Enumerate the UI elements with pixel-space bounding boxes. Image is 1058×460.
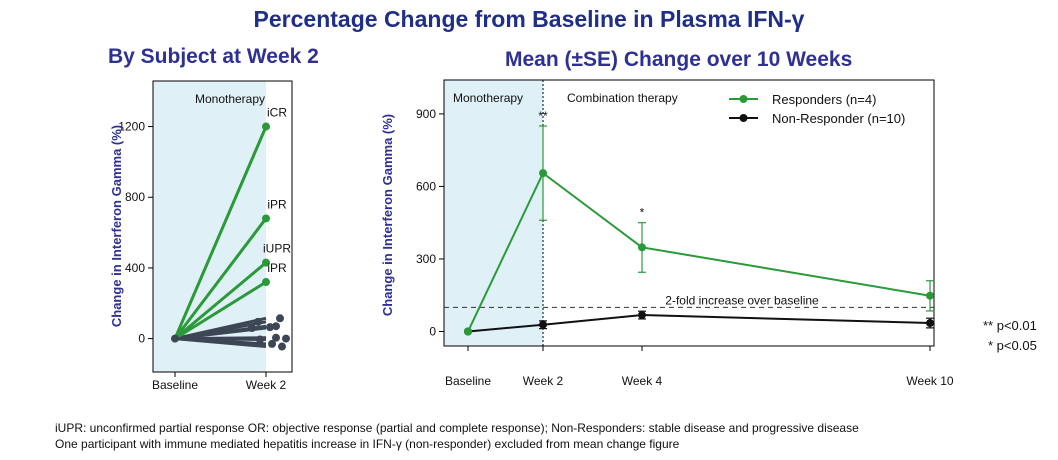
legend-swatch-point	[739, 95, 748, 103]
responder-line	[173, 217, 268, 340]
page-title: Percentage Change from Baseline in Plasm…	[253, 6, 805, 32]
combination-label: Combination therapy	[567, 91, 678, 105]
non-responder-point	[926, 319, 934, 328]
left-chart: Monotherapy 0 400 800 1200 Baseline Week 2 Chan…	[109, 80, 293, 392]
y-tick-label: 800	[125, 190, 145, 204]
y-tick-label: 0	[429, 325, 436, 339]
non-responder-line	[174, 337, 267, 349]
footnote-2: One participant with immune mediated hep…	[55, 437, 680, 451]
non-responder-point	[278, 342, 286, 351]
y-tick-label: 900	[416, 107, 436, 121]
responder-series-line	[467, 171, 931, 332]
responder-point	[262, 258, 270, 267]
x-tick-label: Week 2	[246, 378, 287, 392]
responder-line	[174, 261, 267, 340]
response-label: iUPR	[263, 242, 291, 256]
footnote-1: iUPR: unconfirmed partial response OR: o…	[55, 421, 859, 435]
responder-point	[638, 243, 646, 252]
y-axis-label: Change in Interferon Gamma (%)	[380, 114, 395, 316]
x-tick-label: Week 4	[622, 374, 663, 388]
responder-point	[464, 327, 472, 336]
x-tick-label: Week 2	[523, 374, 564, 388]
responder-line	[174, 280, 267, 340]
sig-legend-double: ** p<0.01	[983, 318, 1037, 333]
right-chart: Monotherapy Combination therapy 0 300 600 900…	[380, 79, 954, 388]
non-responder-point	[272, 333, 280, 342]
responder-point	[262, 214, 270, 223]
baseline-point	[171, 334, 179, 343]
non-responder-point	[539, 320, 547, 329]
left-chart-title: By Subject at Week 2	[108, 45, 319, 68]
monotherapy-band	[444, 80, 543, 346]
y-tick-label: 400	[125, 261, 145, 275]
responder-point	[926, 291, 934, 300]
y-tick-label: 600	[416, 179, 436, 193]
legend-label: Non-Responder (n=10)	[772, 111, 905, 126]
responder-point	[262, 278, 270, 287]
non-responder-point	[248, 323, 256, 332]
x-tick-label: Baseline	[445, 374, 491, 388]
non-responder-point	[282, 334, 290, 343]
responder-line	[173, 125, 268, 340]
sig-legend-single: * p<0.05	[988, 338, 1037, 353]
legend-label: Responders (n=4)	[772, 92, 876, 107]
plot-frame	[443, 79, 935, 347]
legend-swatch-point	[739, 114, 748, 122]
non-responder-point	[272, 322, 280, 331]
responder-point	[539, 169, 547, 178]
y-tick-label: 1200	[118, 120, 145, 134]
non-responder-point	[268, 339, 276, 348]
x-tick-label: Baseline	[152, 378, 198, 392]
y-tick-label: 0	[138, 332, 145, 346]
significance-marker: **	[538, 109, 548, 123]
significance-marker: *	[640, 206, 645, 220]
right-chart-title: Mean (±SE) Change over 10 Weeks	[505, 48, 853, 71]
responder-point	[262, 122, 270, 131]
response-label: iPR	[267, 197, 287, 211]
band-label: Monotherapy	[453, 91, 523, 105]
non-responder-point	[276, 314, 284, 323]
non-responder-point	[256, 335, 264, 344]
non-responder-point	[266, 323, 274, 332]
y-tick-label: 300	[416, 252, 436, 266]
response-label: iPR	[267, 261, 287, 275]
non-responder-series-line	[467, 314, 931, 333]
x-tick-label: Week 10	[906, 374, 953, 388]
reference-line-label: 2-fold increase over baseline	[665, 293, 819, 307]
non-responder-point	[638, 311, 646, 320]
band-label: Monotherapy	[195, 92, 265, 106]
y-axis-label: Change in Interferon Gamma (%)	[109, 125, 124, 327]
plot-frame	[152, 80, 293, 373]
non-responder-point	[254, 317, 262, 326]
response-label: iCR	[267, 106, 287, 120]
